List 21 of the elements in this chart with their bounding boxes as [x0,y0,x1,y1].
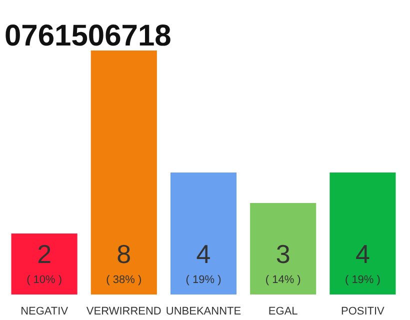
bar [170,172,237,294]
bar [330,172,396,294]
x-tick-label: NEGATIV [20,306,69,318]
annotation: ( 14% ) [265,274,301,286]
annotation: ( 19% ) [344,274,380,286]
chart-title: 0761506718 [4,20,172,52]
annotation: ( 10% ) [26,274,62,286]
x-tick-label: POSITIV [341,306,386,318]
x-tick-label: UNBEKANNTE [166,306,242,318]
annotation: ( 19% ) [186,274,222,286]
data-label: 3 [276,238,290,269]
data-label: 2 [37,238,52,269]
data-label: 8 [116,238,132,269]
data-label: 4 [355,238,370,269]
x-tick-label: VERWIRREND [86,306,162,318]
bar [90,50,157,294]
x-tick-label: EGAL [268,306,298,318]
annotation: ( 38% ) [106,274,142,286]
bar [11,234,78,294]
bar [250,203,316,294]
data-label: 4 [196,238,211,269]
